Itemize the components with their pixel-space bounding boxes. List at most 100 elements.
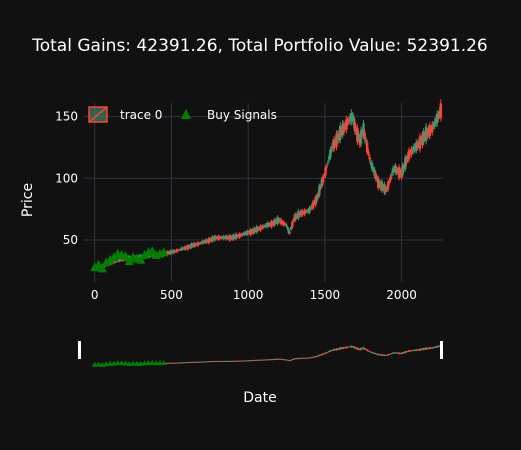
candle-body xyxy=(397,167,401,178)
rangeslider-candle xyxy=(286,359,289,361)
rangeslider-candle xyxy=(431,346,434,349)
rangeslider-candle xyxy=(195,361,198,363)
candle-body xyxy=(277,219,281,222)
rangeslider-candle xyxy=(340,347,343,349)
legend-item-buy-signals[interactable]: Buy Signals xyxy=(181,108,277,122)
rangeslider-candle xyxy=(274,358,277,360)
candle-body xyxy=(169,250,173,255)
candle-body xyxy=(176,249,180,251)
rangeslider-candle xyxy=(341,346,344,350)
y-axis-title: Price xyxy=(20,183,36,217)
rangeslider-candle xyxy=(236,360,239,362)
candle-body xyxy=(137,255,141,257)
rangeslider-candle xyxy=(411,350,414,352)
rangeslider-candle xyxy=(363,348,366,350)
rangeslider-candle xyxy=(400,352,403,355)
x-tick-label: 2000 xyxy=(386,288,417,302)
candle-body xyxy=(202,241,206,243)
candle-body xyxy=(315,195,319,201)
rangeslider-candle xyxy=(173,362,176,364)
candle-body xyxy=(216,236,219,239)
rangeslider-candle xyxy=(279,358,282,360)
candle-body xyxy=(217,235,220,240)
candle-body xyxy=(356,127,359,142)
candle-body xyxy=(319,186,322,189)
candle-body xyxy=(207,237,211,244)
rangeslider-candle xyxy=(215,360,218,362)
candle-body xyxy=(369,162,373,165)
rangeslider-handle-right[interactable] xyxy=(440,341,443,359)
candle-body xyxy=(211,236,214,242)
candle-body xyxy=(361,131,364,135)
buy-signal-marker xyxy=(159,247,169,257)
candle-body xyxy=(178,249,181,251)
rangeslider-buy-marker xyxy=(130,360,137,366)
candle-body xyxy=(283,224,287,226)
rangeslider-candle xyxy=(254,360,257,362)
candle-body xyxy=(321,176,325,183)
rangeslider-candle xyxy=(202,361,205,363)
candle-body xyxy=(352,117,355,125)
legend-item-trace[interactable]: trace 0 xyxy=(88,106,162,123)
candle-body xyxy=(300,210,304,216)
rangeslider-candle xyxy=(366,349,369,352)
rangeslider-candle xyxy=(228,360,231,362)
rangeslider-buy-marker xyxy=(118,360,125,366)
rangeslider-candle xyxy=(175,362,178,364)
rangeslider[interactable] xyxy=(78,341,443,367)
candle-body xyxy=(384,188,387,193)
legend[interactable]: trace 0 Buy Signals xyxy=(88,106,277,123)
candle-body xyxy=(332,139,336,150)
rangeslider-candle xyxy=(193,361,196,363)
candle-body xyxy=(167,251,170,254)
rangeslider-candle xyxy=(199,361,202,363)
grid xyxy=(84,103,443,282)
rangeslider-candle xyxy=(417,349,420,351)
candle-body xyxy=(406,155,409,160)
rangeslider-candle xyxy=(243,360,246,362)
rangeslider-candle xyxy=(198,361,201,363)
rangeslider-candle xyxy=(319,354,322,356)
rangeslider-candle xyxy=(351,345,354,348)
rangeslider-candle xyxy=(325,352,328,354)
rangeslider-candle xyxy=(226,360,229,362)
rangeslider-candle xyxy=(376,353,379,355)
y-tick-label: 50 xyxy=(63,233,78,247)
candle-body xyxy=(253,227,256,233)
rangeslider-candle xyxy=(297,357,300,360)
candle-body xyxy=(260,226,263,228)
rangeslider-candle xyxy=(389,353,392,355)
rangeslider-candle xyxy=(418,348,421,351)
rangeslider-candle xyxy=(342,347,345,349)
rangeslider-candle xyxy=(216,360,219,362)
rangeslider-candle xyxy=(207,361,210,363)
rangeslider-candle xyxy=(299,357,302,359)
candle-body xyxy=(113,261,116,264)
rangeslider-handle-left[interactable] xyxy=(78,341,81,359)
rangeslider-candle xyxy=(233,360,236,362)
candle-body xyxy=(336,134,339,141)
candle-body xyxy=(258,227,261,230)
rangeslider-candle xyxy=(271,359,274,361)
rangeslider-candle xyxy=(334,349,337,351)
candle-body xyxy=(413,146,417,150)
rangeslider-candle xyxy=(242,360,245,362)
rangeslider-candle xyxy=(275,358,278,360)
candle-body xyxy=(296,214,299,218)
rangeslider-candle xyxy=(183,362,186,364)
rangeslider-candle xyxy=(182,362,185,364)
candle-body xyxy=(265,224,268,227)
rangeslider-candle xyxy=(188,362,191,364)
candle-body xyxy=(294,214,298,219)
chart-title: Total Gains: 42391.26, Total Portfolio V… xyxy=(31,36,487,56)
candle-body xyxy=(208,238,212,241)
candle-body xyxy=(327,156,331,160)
rangeslider-candle xyxy=(307,357,310,359)
rangeslider-candle xyxy=(220,360,223,362)
rangeslider-candle xyxy=(194,361,197,363)
candle-body xyxy=(192,242,196,247)
rangeslider-candle xyxy=(373,352,376,354)
candle-body xyxy=(374,173,378,180)
rangeslider-candle xyxy=(438,345,441,347)
candle-body xyxy=(213,235,217,241)
